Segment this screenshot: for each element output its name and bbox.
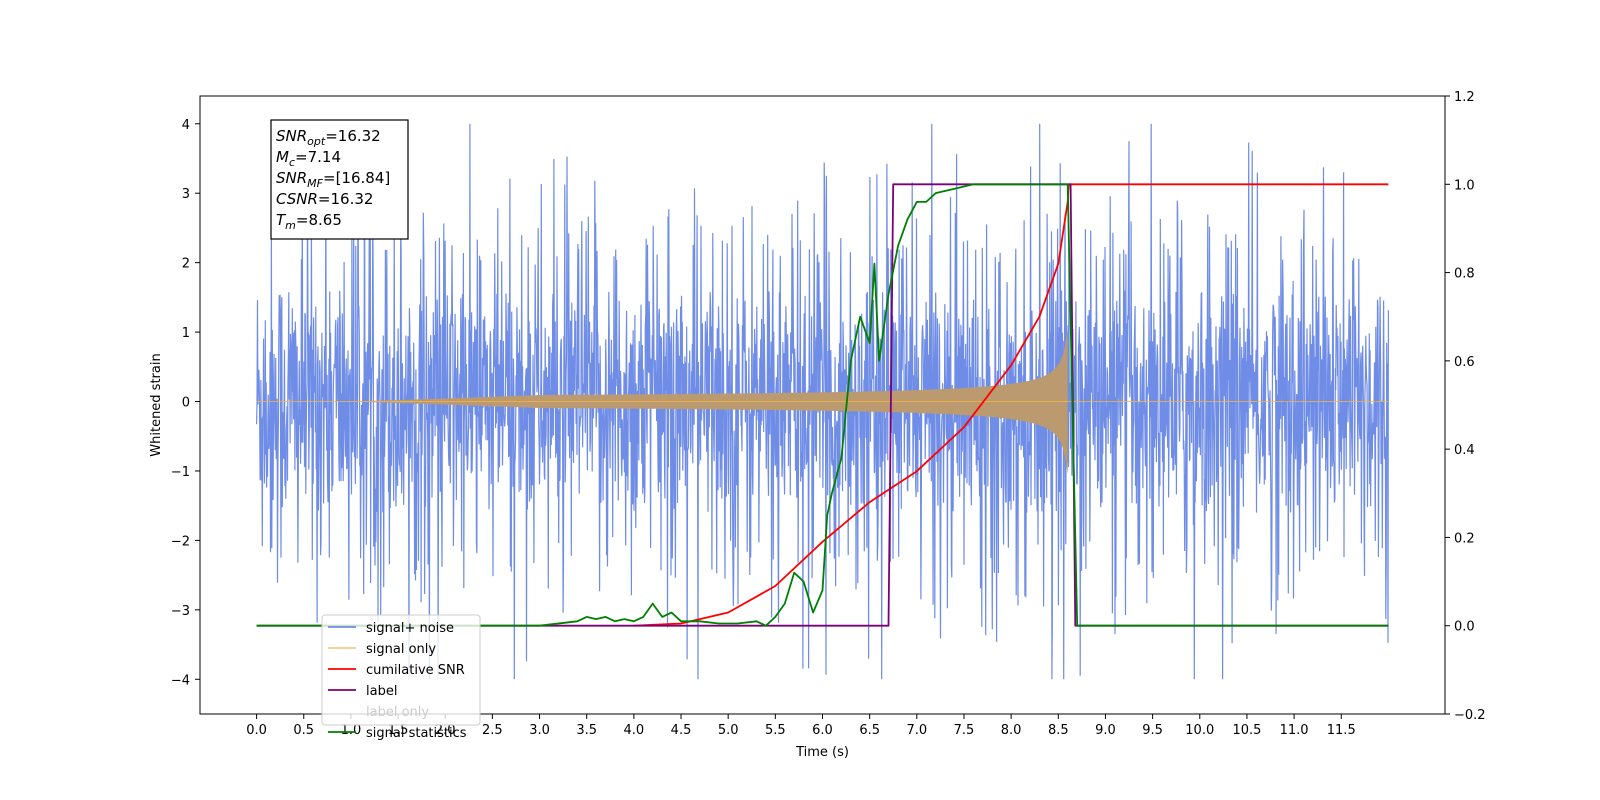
x-tick-label: 4.5 — [671, 723, 692, 738]
x-tick-label: 8.0 — [1001, 723, 1022, 738]
legend-label: label only — [366, 705, 429, 720]
y2-tick-label: 0.2 — [1454, 531, 1475, 546]
x-axis-label: Time (s) — [795, 745, 849, 760]
x-tick-label: 10.0 — [1185, 723, 1214, 738]
info-line: SNRMF=[16.84] — [276, 169, 390, 190]
y-tick-label: 0 — [182, 396, 190, 411]
info-line: Mc=7.14 — [276, 148, 341, 169]
x-tick-label: 0.0 — [246, 723, 267, 738]
x-tick-label: 3.5 — [576, 723, 597, 738]
y-tick-label: −3 — [171, 604, 190, 619]
x-tick-label: 0.5 — [293, 723, 314, 738]
x-tick-label: 11.0 — [1280, 723, 1309, 738]
legend: signal+ noise signal only cumilative SNR la… — [321, 614, 481, 741]
legend-label: label — [366, 684, 397, 699]
x-tick-label: 5.0 — [718, 723, 739, 738]
y2-tick-label: 1.2 — [1454, 90, 1475, 105]
legend-label: cumilative SNR — [366, 663, 465, 678]
info-line: Tm=8.65 — [276, 211, 342, 232]
y2-tick-label: 0.8 — [1454, 267, 1475, 282]
x-tick-label: 7.5 — [954, 723, 975, 738]
x-tick-label: 8.5 — [1048, 723, 1069, 738]
y-axis-label: Whitened strain — [149, 353, 164, 456]
x-tick-label: 5.5 — [765, 723, 786, 738]
series-cumilative-snr — [633, 183, 1389, 627]
y2-tick-label: 0.4 — [1454, 443, 1475, 458]
y2-tick-label: 0.0 — [1454, 620, 1475, 635]
x-tick-label: 2.5 — [482, 723, 503, 738]
y2-tick-label: 0.6 — [1454, 355, 1475, 370]
series-signal-statistics — [256, 183, 1389, 627]
x-tick-label: 11.5 — [1327, 723, 1356, 738]
y2-tick-label: −0.2 — [1454, 708, 1486, 723]
y-tick-label: −1 — [171, 465, 190, 480]
y-tick-label: 4 — [182, 118, 190, 133]
info-box-frame — [270, 119, 409, 240]
info-box: SNRopt=16.32Mc=7.14SNRMF=[16.84]CSNR=16.… — [270, 119, 409, 240]
x-tick-label: 1.5 — [388, 723, 409, 738]
legend-frame — [321, 614, 481, 726]
x-tick-label: 2.0 — [435, 723, 456, 738]
x-tick-label: 6.0 — [812, 723, 833, 738]
x-tick-label: 1.0 — [341, 723, 362, 738]
x-tick-label: 9.5 — [1142, 723, 1163, 738]
y2-tick-label: 1.0 — [1454, 178, 1475, 193]
x-tick-label: 9.0 — [1095, 723, 1116, 738]
y-tick-label: 2 — [182, 257, 190, 272]
legend-label: signal statistics — [366, 726, 467, 741]
info-line: CSNR=16.32 — [276, 190, 373, 208]
axes: 0.0 0.5 1.0 1.5 2.0 2.5 3.0 3.5 4.0 4.5 5.0 5.5 6.0 6… — [149, 90, 1486, 760]
x-tick-label: 4.0 — [624, 723, 645, 738]
plot-area — [256, 123, 1389, 680]
x-tick-label: 10.5 — [1232, 723, 1261, 738]
legend-label: signal only — [366, 642, 436, 657]
series-signal-noise — [256, 123, 1389, 680]
y-tick-label: 3 — [182, 187, 190, 202]
info-line: SNRopt=16.32 — [276, 127, 381, 148]
x-tick-label: 3.0 — [529, 723, 550, 738]
x-tick-label: 6.5 — [859, 723, 880, 738]
y-tick-label: −2 — [171, 534, 190, 549]
y-tick-label: −4 — [171, 673, 190, 688]
x-tick-label: 7.0 — [906, 723, 927, 738]
y-tick-label: 1 — [182, 326, 190, 341]
legend-label: signal+ noise — [366, 621, 454, 636]
